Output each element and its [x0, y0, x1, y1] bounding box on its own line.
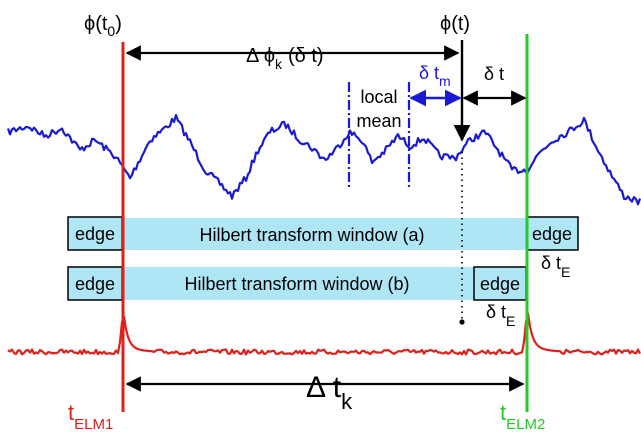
current-time-dot [459, 319, 465, 325]
delta-tk-label: Δ tk [306, 371, 353, 414]
window-a-right-edge-label: edge [532, 224, 572, 244]
hilbert-window-b-label: Hilbert transform window (b) [184, 274, 409, 294]
elm-monitor-trace [7, 312, 641, 356]
window-b-right-edge-box [473, 266, 527, 301]
window-a-left-edge-label: edge [75, 224, 115, 244]
delta-tm-label: δ tm [419, 63, 451, 89]
delta-phi-label: Δ ϕk (δ t) [246, 45, 324, 72]
delta-te-mid-label: δ tE [486, 302, 515, 329]
window-b-left-edge-label: edge [75, 274, 115, 294]
window-a-left-edge-box [67, 216, 123, 251]
window-b-right-edge-label: edge [480, 274, 520, 294]
hilbert-window-a-band [122, 218, 527, 250]
delta-te-right-label: δ tE [541, 253, 570, 280]
window-a-right-edge-box [526, 216, 579, 251]
local-mean-label-line1: local [360, 87, 397, 107]
hilbert-window-b-band [122, 267, 474, 300]
phi-t-label: ϕ(t) [440, 13, 470, 35]
t-elm2-label: tELM2 [500, 400, 545, 433]
phi-t0-label: ϕ(t0) [84, 13, 122, 39]
hilbert-window-a-label: Hilbert transform window (a) [199, 225, 424, 245]
local-mean-label-line2: mean [356, 111, 401, 131]
delta-t-label: δ t [484, 64, 504, 84]
t-elm1-label: tELM1 [68, 400, 113, 433]
fluctuation-signal-trace [6, 113, 641, 206]
